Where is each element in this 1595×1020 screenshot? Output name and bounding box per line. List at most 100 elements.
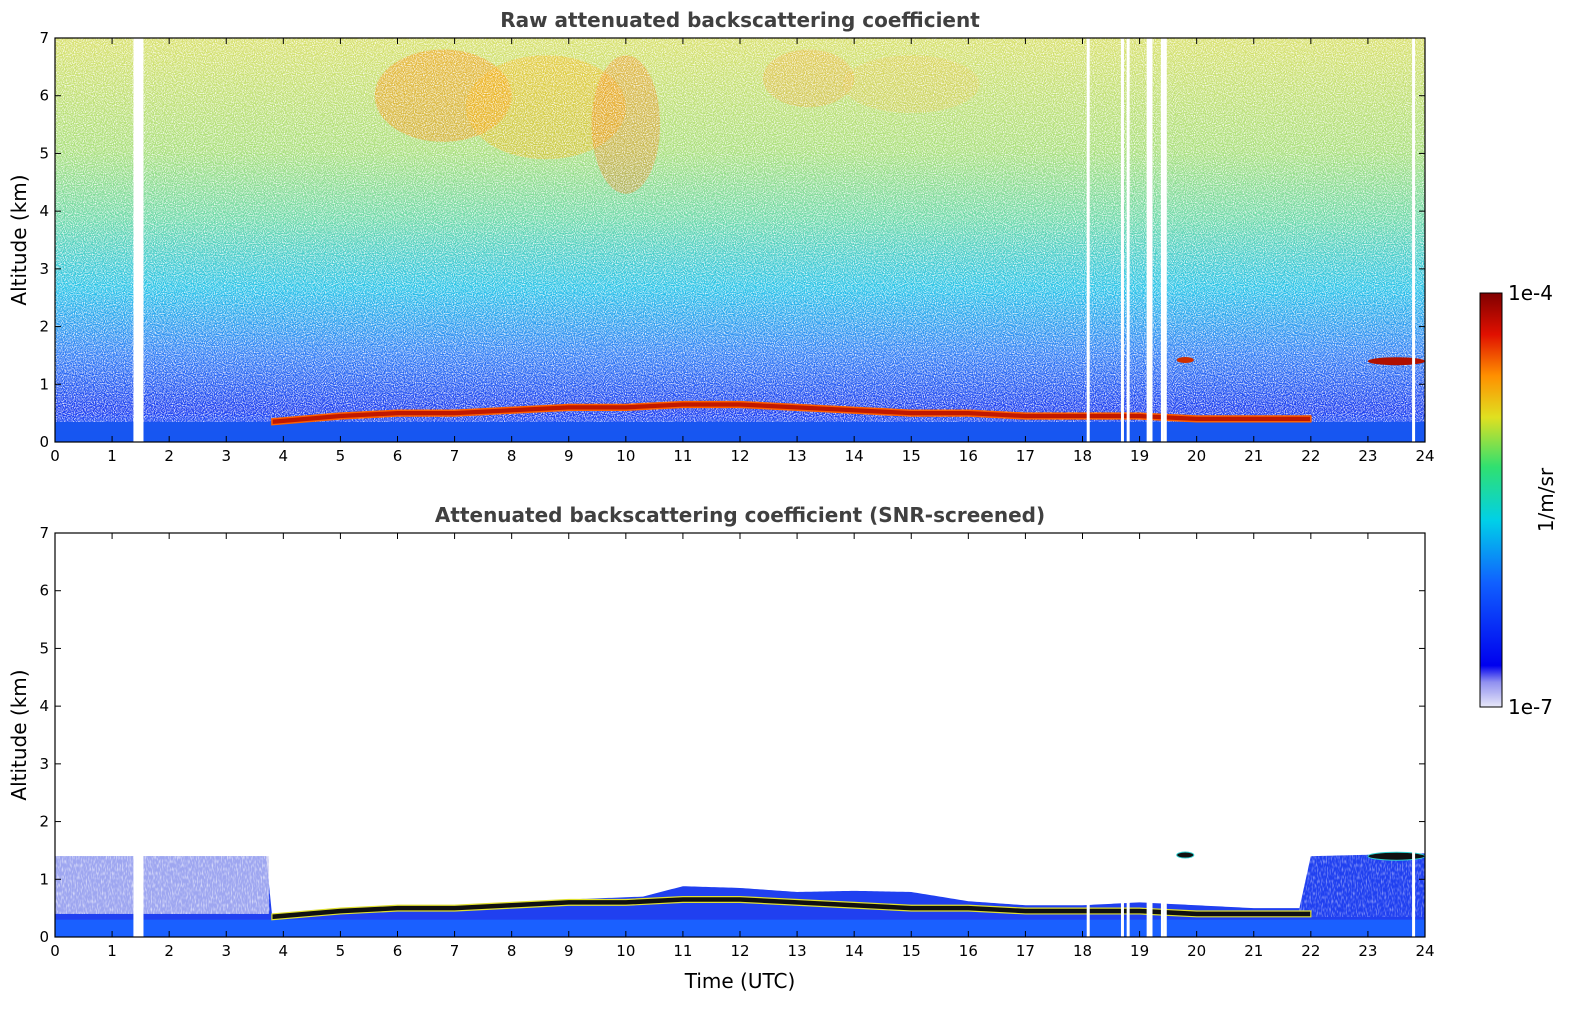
- x-tick-label: 0: [50, 942, 60, 960]
- x-tick-label: 3: [221, 447, 231, 465]
- x-tick-label: 3: [221, 942, 231, 960]
- heatmap-screened: [55, 533, 1425, 937]
- missing-data-gap: [133, 533, 137, 937]
- x-tick-label: 0: [50, 447, 60, 465]
- y-tick-label: 7: [39, 29, 49, 47]
- x-axis-raw: 0 1 2 3 4 5 6 7 8 9 10 11 12 13 14 15 16 17 18 19 20 21 22 23 24: [50, 38, 1435, 465]
- panel-title-screened: Attenuated backscattering coefficient (S…: [435, 503, 1045, 527]
- x-tick-label: 1: [107, 942, 117, 960]
- x-tick-label: 9: [564, 447, 574, 465]
- x-tick-label: 6: [393, 942, 403, 960]
- x-tick-label: 6: [393, 447, 403, 465]
- x-tick-label: 14: [845, 942, 864, 960]
- y-tick-label: 4: [39, 202, 49, 220]
- x-tick-label: 2: [164, 447, 174, 465]
- x-tick-label: 22: [1301, 447, 1320, 465]
- x-tick-label: 21: [1244, 942, 1263, 960]
- x-tick-label: 16: [959, 942, 978, 960]
- cloud-fragment: [1367, 357, 1425, 366]
- missing-data-gap: [1412, 533, 1416, 937]
- x-tick-label: 4: [279, 447, 289, 465]
- y-tick-label: 6: [39, 87, 49, 105]
- missing-data-gap: [1163, 533, 1167, 937]
- x-tick-label: 8: [507, 942, 517, 960]
- y-tick-label: 0: [39, 433, 49, 451]
- y-tick-label: 1: [39, 870, 49, 888]
- y-tick-label: 2: [39, 318, 49, 336]
- x-axis-screened: 0 1 2 3 4 5 6 7 8 9 10 11 12 13 14 15 16 17 18 19 20 21 22 23 24: [50, 533, 1435, 960]
- x-tick-label: 24: [1415, 942, 1434, 960]
- missing-data-gap: [1146, 38, 1150, 442]
- x-tick-label: 9: [564, 942, 574, 960]
- x-tick-label: 13: [788, 942, 807, 960]
- y-axis-raw: 0 1 2 3 4 5 6 7: [39, 29, 1425, 451]
- missing-data-gap: [1126, 38, 1130, 442]
- x-tick-label: 8: [507, 447, 517, 465]
- x-tick-label: 16: [959, 447, 978, 465]
- panel-raw: Raw attenuated backscattering coefficien…: [7, 8, 1435, 465]
- missing-data-gap: [136, 533, 144, 937]
- panel-screened: Attenuated backscattering coefficient (S…: [7, 503, 1435, 993]
- y-tick-label: 2: [39, 813, 49, 831]
- x-tick-label: 15: [902, 447, 921, 465]
- cloud-fragment: [1176, 851, 1195, 859]
- x-tick-label: 19: [1130, 942, 1149, 960]
- x-tick-label: 4: [279, 942, 289, 960]
- colorbar-max-label: 1e-4: [1508, 281, 1553, 305]
- x-tick-label: 17: [1016, 942, 1035, 960]
- x-tick-label: 20: [1187, 942, 1206, 960]
- y-tick-label: 3: [39, 755, 49, 773]
- cloud-layer: [271, 400, 1312, 426]
- x-tick-label: 15: [902, 942, 921, 960]
- valid-signal-region: [55, 853, 1425, 937]
- colorbar: 1e-4 1e-7 1/m/sr: [1479, 281, 1558, 719]
- y-tick-label: 5: [39, 639, 49, 657]
- cloud-fragment: [1367, 851, 1425, 861]
- panel-title-raw: Raw attenuated backscattering coefficien…: [500, 8, 980, 32]
- missing-data-gap: [1160, 533, 1164, 937]
- x-tick-label: 17: [1016, 447, 1035, 465]
- y-axis-label-raw: Altitude (km): [7, 174, 31, 305]
- missing-data-gap: [1149, 533, 1153, 937]
- y-tick-label: 1: [39, 375, 49, 393]
- x-tick-label: 18: [1073, 447, 1092, 465]
- x-tick-label: 11: [673, 942, 692, 960]
- x-tick-label: 19: [1130, 447, 1149, 465]
- x-tick-label: 22: [1301, 942, 1320, 960]
- missing-data-gap: [1086, 38, 1090, 442]
- missing-data-gap: [1146, 533, 1150, 937]
- missing-data-gap: [1160, 38, 1164, 442]
- heatmap-raw: [55, 38, 1425, 442]
- x-tick-label: 20: [1187, 447, 1206, 465]
- x-tick-label: 11: [673, 447, 692, 465]
- x-tick-label: 12: [730, 942, 749, 960]
- missing-data-gap: [1120, 38, 1124, 442]
- x-tick-label: 23: [1358, 942, 1377, 960]
- x-tick-label: 14: [845, 447, 864, 465]
- x-tick-label: 5: [336, 942, 346, 960]
- missing-data-gap: [1120, 533, 1124, 937]
- x-tick-label: 21: [1244, 447, 1263, 465]
- x-tick-label: 13: [788, 447, 807, 465]
- cloud-fragment: [1176, 357, 1194, 364]
- colorbar-gradient: [1479, 292, 1503, 708]
- x-tick-label: 1: [107, 447, 117, 465]
- y-tick-label: 7: [39, 524, 49, 542]
- x-tick-label: 23: [1358, 447, 1377, 465]
- x-tick-label: 7: [450, 942, 460, 960]
- screened-background: [55, 533, 1425, 937]
- cloud-layer: [271, 896, 1312, 921]
- missing-data-gap: [1086, 533, 1090, 937]
- x-tick-label: 2: [164, 942, 174, 960]
- missing-data-gap: [133, 38, 138, 442]
- y-axis-screened: 0 1 2 3 4 5 6 7: [39, 524, 1425, 946]
- y-tick-label: 0: [39, 928, 49, 946]
- x-tick-label: 12: [730, 447, 749, 465]
- missing-data-gap: [1126, 533, 1130, 937]
- x-axis-label: Time (UTC): [684, 969, 796, 993]
- x-tick-label: 18: [1073, 942, 1092, 960]
- x-tick-label: 10: [616, 447, 635, 465]
- weak-signal-speckle: [55, 856, 270, 914]
- colorbar-unit-label: 1/m/sr: [1534, 467, 1558, 532]
